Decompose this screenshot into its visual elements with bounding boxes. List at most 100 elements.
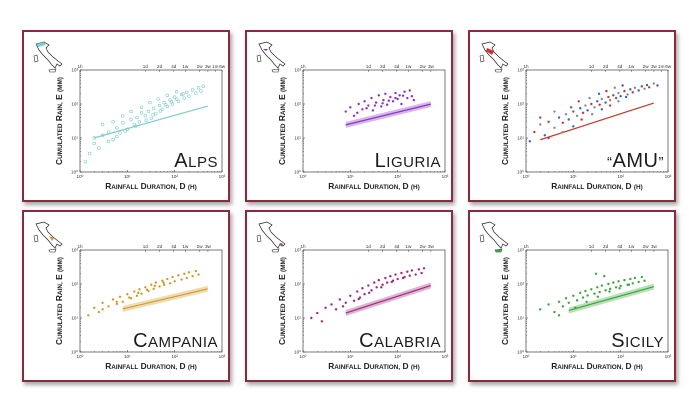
x-tick-label: 10⁰	[77, 354, 84, 359]
data-point	[121, 114, 125, 118]
chart-panel-2: 10⁰ 10¹ 10² 10³ 10⁰ 10¹ 10² 10³ 1h 1d 2d 4d 1w 2w 3w 1m…	[468, 30, 676, 202]
data-point	[133, 290, 136, 293]
x-axis-title: RAINFALL DURATION, D (H)	[328, 361, 420, 371]
italy-map-icon	[479, 221, 509, 253]
data-point	[380, 286, 383, 289]
data-point	[199, 89, 203, 93]
duration-label: 1h	[300, 244, 306, 249]
data-point	[617, 91, 620, 95]
region-label: CALABRIA	[359, 330, 441, 352]
data-point	[596, 286, 599, 289]
data-point	[420, 271, 423, 275]
data-point	[617, 100, 620, 103]
duration-label: 1w	[628, 244, 635, 249]
data-point	[194, 91, 198, 95]
data-point	[320, 320, 324, 323]
data-point	[133, 124, 138, 129]
data-point	[403, 90, 406, 93]
data-point	[162, 281, 165, 284]
x-tick-label: 10²	[171, 174, 178, 179]
plot-frame	[302, 249, 446, 353]
data-point	[115, 126, 119, 130]
data-point	[370, 96, 373, 100]
y-tick-label: 10⁰	[71, 350, 78, 355]
data-point	[588, 96, 591, 100]
data-point	[377, 94, 381, 97]
data-point	[561, 121, 565, 124]
data-point	[647, 86, 651, 89]
threshold-line	[94, 105, 208, 139]
data-point	[410, 269, 414, 272]
y-tick-label: 10²	[517, 102, 524, 107]
duration-label: 2w	[420, 64, 427, 69]
data-point	[151, 106, 156, 110]
data-point	[125, 127, 130, 132]
data-point	[596, 295, 600, 299]
duration-label: 3w	[651, 244, 658, 249]
data-point	[633, 276, 637, 280]
data-point	[631, 282, 634, 285]
duration-label: 1d	[366, 64, 372, 69]
duration-label: 2w	[643, 244, 650, 249]
data-point	[367, 291, 371, 295]
x-tick-label: 10²	[394, 354, 401, 359]
data-point	[143, 114, 148, 118]
data-point	[341, 305, 345, 308]
data-point	[146, 109, 151, 114]
data-point	[581, 111, 585, 115]
data-point	[149, 116, 153, 120]
duration-label: 2d	[157, 64, 163, 69]
data-point	[380, 105, 383, 108]
data-point	[593, 292, 596, 295]
data-point	[183, 272, 186, 275]
data-point	[619, 284, 622, 288]
data-point	[148, 100, 152, 105]
data-point	[154, 111, 158, 116]
data-point	[344, 110, 347, 113]
data-point	[577, 100, 580, 103]
data-point	[140, 292, 143, 295]
x-axis-title: RAINFALL DURATION, D (H)	[551, 361, 643, 371]
chart-panel-3: 10⁰ 10¹ 10² 10³ 10⁰ 10¹ 10² 10³ 1h 1d 2d 4d 1w 2w 3w CU…	[22, 210, 230, 382]
data-point	[187, 94, 191, 98]
x-axis-title: RAINFALL DURATION, D (H)	[551, 181, 643, 191]
data-point	[561, 130, 565, 134]
x-tick-label: 10²	[617, 174, 624, 179]
chart-panel-1: 10⁰ 10¹ 10² 10³ 10⁰ 10¹ 10² 10³ 1h 1d 2d 4d 1w 2w 3w CU…	[245, 30, 453, 202]
y-tick-label: 10¹	[517, 136, 524, 141]
data-point	[361, 108, 364, 111]
y-axis-title: CUMULATED RAIN, E (MM)	[500, 257, 510, 345]
data-point	[643, 87, 646, 90]
data-point	[180, 278, 183, 281]
data-point	[106, 139, 111, 143]
duration-label: 1w	[182, 64, 189, 69]
data-point	[97, 146, 101, 150]
data-point	[126, 293, 129, 296]
data-point	[381, 102, 384, 105]
data-point	[156, 97, 160, 101]
data-point	[528, 140, 531, 143]
data-point	[158, 285, 161, 288]
data-point	[93, 306, 96, 309]
x-tick-label: 10¹	[347, 174, 354, 179]
y-tick-label: 10¹	[71, 316, 78, 321]
data-point	[196, 86, 201, 90]
data-point	[608, 290, 611, 293]
data-point	[107, 305, 110, 308]
data-point	[394, 96, 397, 100]
duration-label: 4d	[617, 64, 623, 69]
data-point	[185, 276, 188, 280]
data-point	[539, 116, 542, 119]
duration-label: 4d	[171, 244, 177, 249]
duration-label: 4d	[394, 244, 400, 249]
data-point	[115, 300, 119, 303]
data-point	[367, 284, 370, 287]
data-point	[600, 108, 604, 111]
data-point	[581, 296, 585, 299]
data-point	[564, 297, 568, 300]
data-point	[162, 283, 166, 286]
data-point	[406, 270, 409, 273]
data-point	[417, 268, 421, 271]
